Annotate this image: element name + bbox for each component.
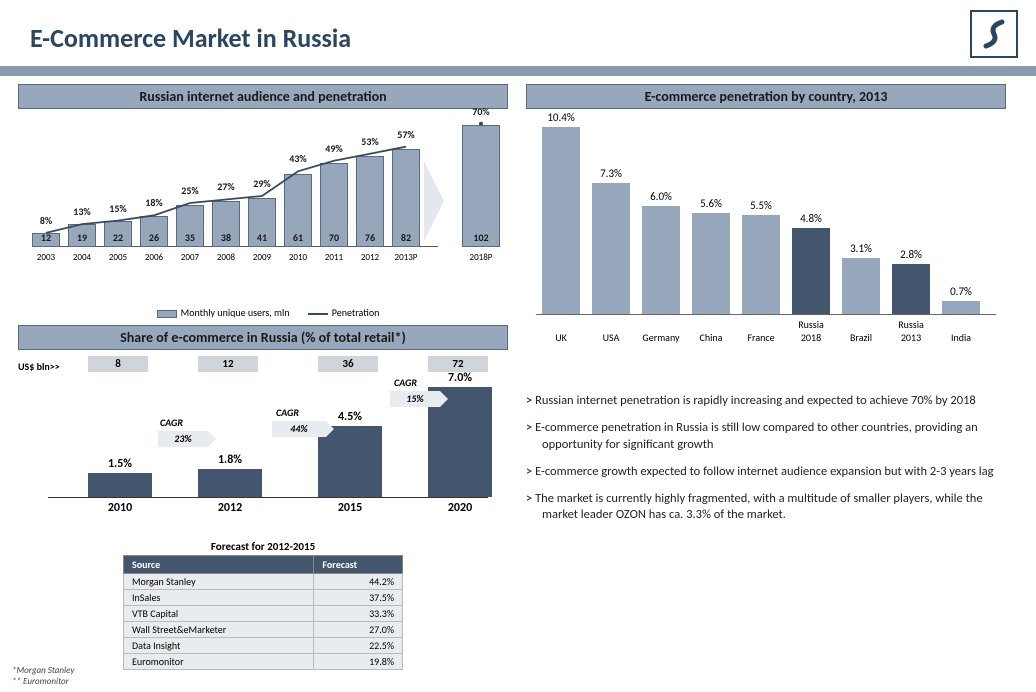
country-pct-label: 0.7% (939, 285, 983, 298)
insight-bullet: E-commerce growth expected to follow int… (526, 464, 1006, 481)
share-bar (198, 469, 262, 497)
forecast-source-cell: Morgan Stanley (124, 574, 314, 590)
country-x-label: France (739, 331, 783, 344)
audience-chart: 1220038%19200413%22200515%26200618%35200… (18, 115, 508, 310)
insight-bullets: Russian internet penetration is rapidly … (526, 393, 1006, 524)
country-bar (692, 213, 730, 314)
forecast-value-cell: 19.8% (314, 654, 403, 670)
country-bar (792, 228, 830, 314)
footnotes: *Morgan Stanley ** Euromonitor (12, 666, 74, 688)
forecast-row: InSales37.5% (124, 590, 403, 606)
country-chart-title: E-commerce penetration by country, 2013 (526, 84, 1006, 109)
cagr-arrow: 44% (272, 421, 326, 437)
country-pct-label: 5.6% (689, 197, 733, 210)
cagr-arrow: 15% (390, 391, 440, 407)
country-pct-label: 5.5% (739, 199, 783, 212)
country-bar (642, 206, 680, 314)
forecast-table-title: Forecast for 2012-2015 (18, 540, 508, 553)
country-bar (592, 183, 630, 314)
share-pct-label: 7.0% (428, 371, 492, 385)
cagr-label: CAGR (394, 376, 417, 389)
country-bar (742, 215, 780, 314)
forecast-source-cell: InSales (124, 590, 314, 606)
forecast-source-cell: Euromonitor (124, 654, 314, 670)
insight-bullet: Russian internet penetration is rapidly … (526, 393, 1006, 410)
share-x-label: 2012 (198, 501, 262, 515)
country-pct-label: 3.1% (839, 242, 883, 255)
country-x-label: UK (539, 331, 583, 344)
usd-value-box: 8 (88, 356, 148, 372)
title-underline-bar (0, 66, 1036, 76)
forecast-row: Euromonitor19.8% (124, 654, 403, 670)
country-pct-label: 10.4% (539, 111, 583, 124)
share-chart: US$ bln>>81236721.5%20101.8%20124.5%2015… (18, 356, 508, 536)
forecast-value-cell: 27.0% (314, 622, 403, 638)
forecast-row: Morgan Stanley44.2% (124, 574, 403, 590)
insight-bullet: E-commerce penetration in Russia is stil… (526, 420, 1006, 454)
share-bar (88, 473, 152, 497)
share-plot: 1.5%20101.8%20124.5%20157.0%2020CAGR23%C… (48, 378, 488, 498)
forecast-table: Source Forecast Morgan Stanley44.2%InSal… (123, 555, 403, 670)
legend-line-swatch (308, 313, 328, 315)
audience-chart-title: Russian internet audience and penetratio… (18, 84, 508, 109)
usd-value-box: 12 (198, 356, 258, 372)
share-x-label: 2010 (88, 501, 152, 515)
country-pct-label: 4.8% (789, 212, 833, 225)
forecast-row: Wall Street&eMarketer27.0% (124, 622, 403, 638)
forecast-value-cell: 44.2% (314, 574, 403, 590)
country-bar (542, 127, 580, 314)
country-x-label: Brazil (839, 331, 883, 344)
share-x-label: 2015 (318, 501, 382, 515)
country-x-label: Germany (639, 331, 683, 344)
forecast-row: VTB Capital33.3% (124, 606, 403, 622)
forecast-value-cell: 33.3% (314, 606, 403, 622)
forecast-source-cell: Wall Street&eMarketer (124, 622, 314, 638)
legend-bar-swatch (157, 310, 177, 318)
cagr-label: CAGR (276, 406, 299, 419)
country-x-label: India (939, 331, 983, 344)
country-x-label: Russia2013 (889, 318, 933, 344)
country-pct-label: 2.8% (889, 248, 933, 261)
country-x-label: USA (589, 331, 633, 344)
usd-bln-label: US$ bln>> (18, 360, 60, 373)
cagr-arrow: 23% (158, 431, 208, 447)
forecast-source-cell: Data Insight (124, 638, 314, 654)
usd-value-box: 36 (318, 356, 378, 372)
title-area: E-Commerce Market in Russia (0, 0, 1036, 62)
cagr-label: CAGR (160, 416, 183, 429)
share-x-label: 2020 (428, 501, 492, 515)
forecast-col-forecast: Forecast (314, 556, 403, 574)
share-pct-label: 1.8% (198, 453, 262, 467)
country-x-label: China (689, 331, 733, 344)
forecast-col-source: Source (124, 556, 314, 574)
country-pct-label: 7.3% (589, 167, 633, 180)
share-pct-label: 1.5% (88, 457, 152, 471)
country-chart: 10.4%UK7.3%USA6.0%Germany5.6%China5.5%Fr… (526, 115, 1006, 365)
forecast-source-cell: VTB Capital (124, 606, 314, 622)
company-logo (970, 10, 1018, 58)
country-bar (942, 301, 980, 314)
page-title: E-Commerce Market in Russia (30, 22, 1036, 54)
usd-value-box: 72 (428, 356, 488, 372)
penetration-line (28, 115, 498, 275)
country-bar (842, 258, 880, 314)
country-pct-label: 6.0% (639, 190, 683, 203)
country-bar (892, 264, 930, 314)
insight-bullet: The market is currently highly fragmente… (526, 491, 1006, 525)
forecast-row: Data Insight22.5% (124, 638, 403, 654)
footnote-2: ** Euromonitor (12, 677, 74, 688)
forecast-value-cell: 37.5% (314, 590, 403, 606)
forecast-value-cell: 22.5% (314, 638, 403, 654)
country-x-label: Russia2018 (789, 318, 833, 344)
share-chart-title: Share of e-commerce in Russia (% of tota… (18, 325, 508, 350)
